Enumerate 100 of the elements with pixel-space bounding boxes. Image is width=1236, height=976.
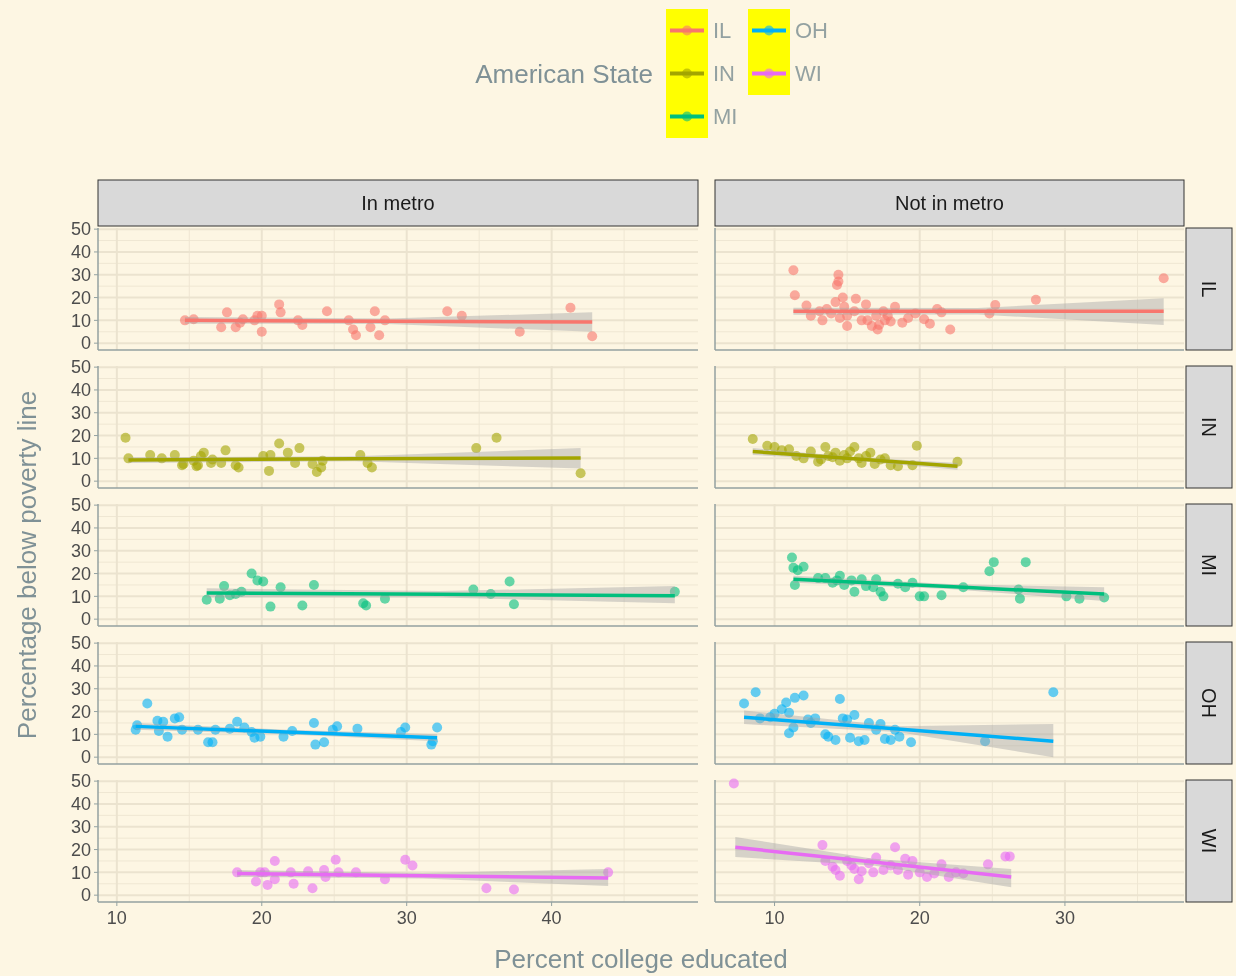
point	[198, 447, 209, 458]
point	[786, 552, 797, 563]
x-tick-label: 30	[1054, 908, 1075, 928]
point	[833, 269, 844, 280]
point	[856, 866, 867, 877]
point	[269, 855, 280, 866]
point	[1004, 851, 1015, 862]
point	[849, 441, 860, 452]
y-tick-label: 50	[70, 495, 91, 516]
point	[319, 737, 330, 748]
point	[788, 265, 799, 276]
point	[310, 739, 321, 750]
y-tick-label: 40	[70, 242, 91, 263]
point	[400, 722, 411, 733]
text: WI	[1198, 828, 1220, 854]
point	[120, 432, 131, 443]
point	[789, 692, 800, 703]
y-tick-label: 30	[70, 817, 91, 838]
y-tick-label: 10	[70, 586, 91, 607]
x-tick-label: 40	[541, 908, 562, 928]
point	[849, 709, 860, 720]
y-tick-label: 20	[70, 563, 91, 584]
y-tick-label: 20	[70, 425, 91, 446]
point	[282, 447, 293, 458]
y-tick-label: 30	[70, 541, 91, 562]
point	[350, 330, 361, 341]
chart-title: In metro	[361, 192, 435, 214]
point	[919, 591, 930, 602]
point	[1158, 273, 1169, 284]
point	[984, 566, 995, 577]
y-tick-label: 40	[70, 518, 91, 539]
point	[256, 326, 267, 337]
y-tick-label: 10	[70, 862, 91, 883]
point	[232, 716, 243, 727]
legend-label: MI	[713, 104, 738, 130]
y-tick-label: 50	[70, 219, 91, 240]
x-tick-label: 10	[764, 908, 785, 928]
point	[894, 731, 905, 742]
text: OH	[1198, 688, 1220, 718]
point	[903, 869, 914, 880]
point	[369, 306, 380, 317]
point	[781, 697, 792, 708]
x-tick-label: 10	[106, 908, 127, 928]
point	[1014, 593, 1025, 604]
point	[374, 330, 385, 341]
point	[275, 307, 286, 318]
point	[265, 601, 276, 612]
legend-label: IL	[713, 18, 732, 44]
y-tick-label: 20	[70, 287, 91, 308]
point	[504, 576, 515, 587]
legend-title: American State	[475, 59, 653, 90]
y-tick-label: 50	[70, 633, 91, 654]
y-tick-label: 50	[70, 357, 91, 378]
point	[906, 737, 917, 748]
x-tick-label: 20	[909, 908, 930, 928]
point	[747, 433, 758, 444]
point	[750, 687, 761, 698]
point	[868, 867, 879, 878]
point	[471, 443, 482, 454]
x-tick-label: 30	[396, 908, 417, 928]
y-tick-label: 40	[70, 380, 91, 401]
point	[988, 557, 999, 568]
y-tick-label: 0	[80, 885, 91, 906]
point	[288, 878, 299, 889]
point	[739, 698, 750, 709]
point	[1020, 557, 1031, 568]
point	[878, 591, 889, 602]
point	[366, 462, 377, 473]
point	[865, 447, 876, 458]
point	[321, 306, 332, 317]
y-tick-label: 30	[70, 679, 91, 700]
point	[508, 884, 519, 895]
y-tick-label: 40	[70, 656, 91, 677]
legend-label: OH	[795, 18, 828, 44]
text: IN	[1198, 417, 1220, 437]
y-tick-label: 20	[70, 701, 91, 722]
point	[587, 331, 598, 342]
point	[834, 870, 845, 881]
point	[221, 307, 232, 318]
chart-title: Not in metro	[895, 192, 1004, 214]
point	[407, 860, 418, 871]
point	[845, 732, 856, 743]
text: IL	[1198, 280, 1220, 298]
y-tick-label: 10	[70, 724, 91, 745]
point	[820, 441, 831, 452]
point	[945, 324, 956, 335]
point	[798, 690, 809, 701]
point	[789, 290, 800, 301]
point	[262, 879, 273, 890]
point	[442, 306, 453, 317]
point	[817, 315, 828, 326]
point	[842, 321, 853, 332]
point	[308, 579, 319, 590]
point	[274, 299, 285, 310]
point	[330, 854, 341, 865]
point	[174, 712, 185, 723]
point	[207, 737, 218, 748]
point	[565, 302, 576, 313]
point	[201, 594, 212, 605]
point	[924, 318, 935, 329]
